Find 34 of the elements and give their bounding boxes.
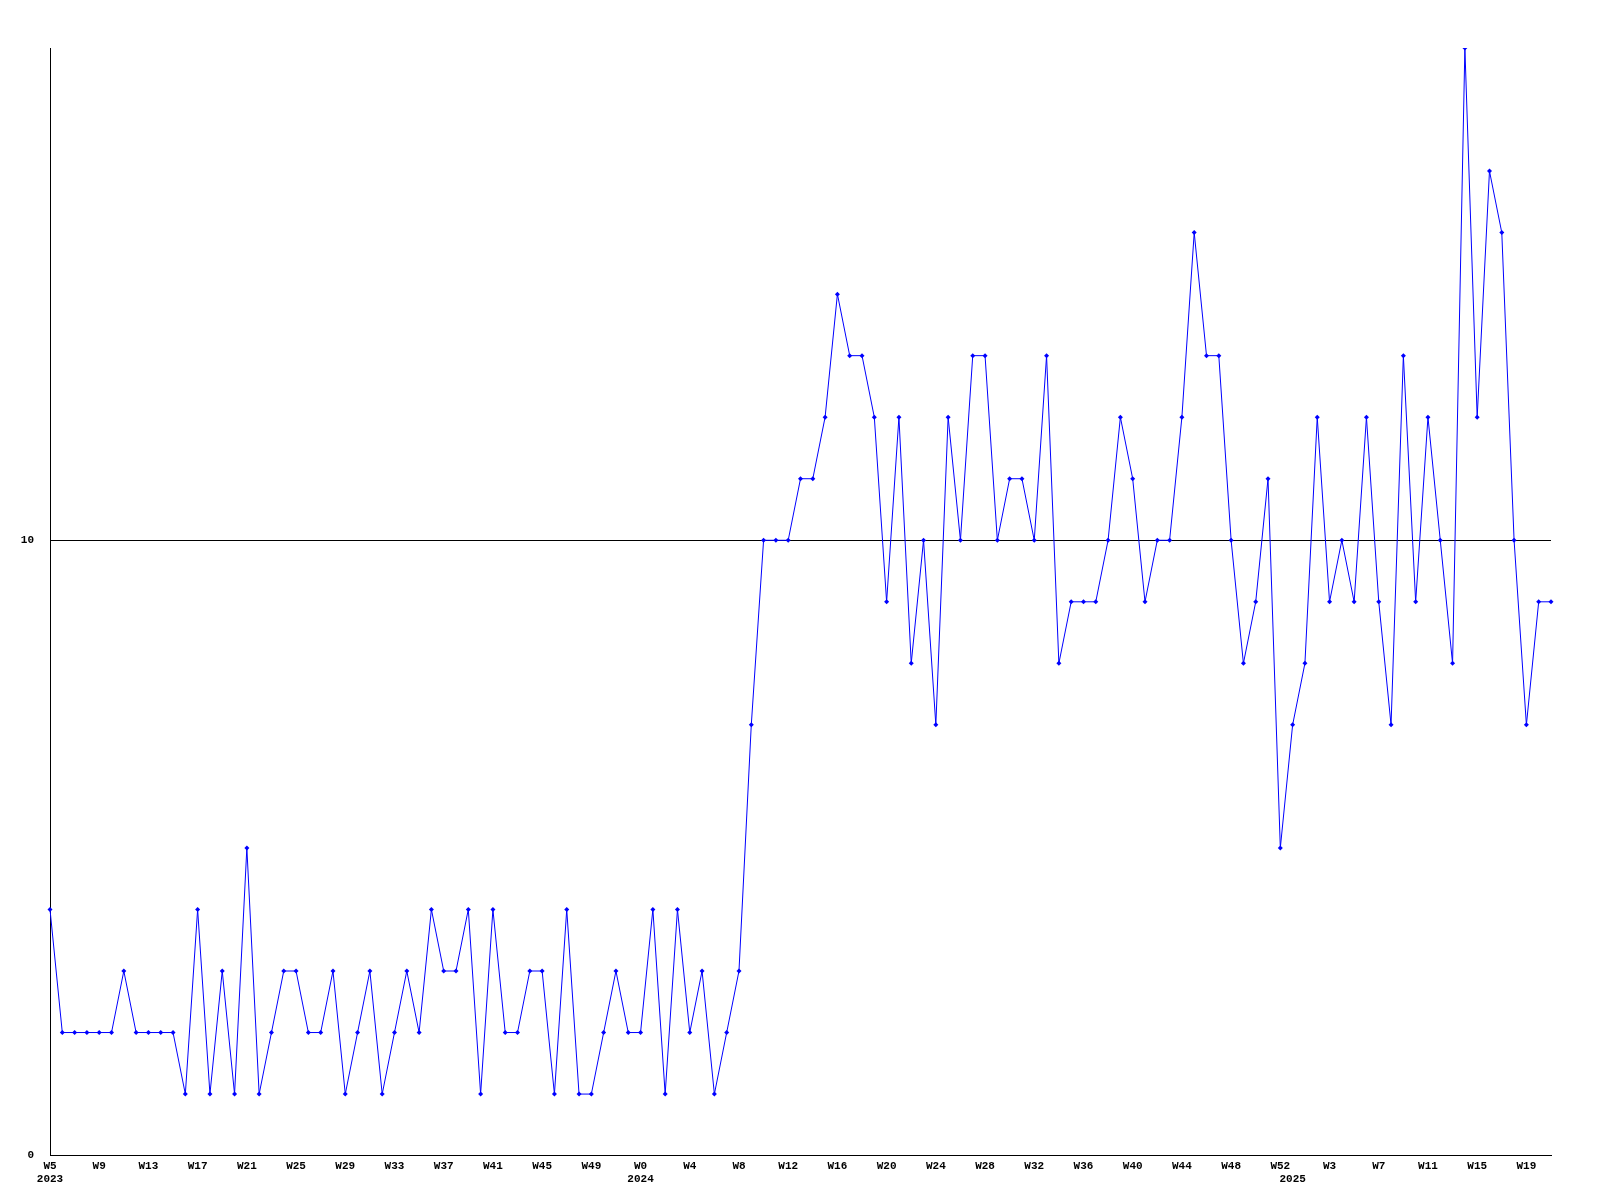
x-tick-label: W0 2024 <box>627 1159 655 1186</box>
x-tick-label: 2025 <box>1279 1173 1307 1186</box>
x-tick-label: W28 <box>975 1159 996 1172</box>
x-tick-label: W45 <box>532 1159 553 1172</box>
x-tick-label: W21 <box>236 1159 258 1172</box>
x-tick-label: W20 <box>876 1159 897 1172</box>
x-tick-label: W52 <box>1270 1159 1291 1172</box>
x-tick-label: W49 <box>581 1159 602 1172</box>
x-tick-label: W16 <box>827 1159 848 1172</box>
x-tick-label: W3 <box>1322 1159 1337 1172</box>
x-tick-label: W33 <box>384 1159 405 1172</box>
x-tick-label: W48 <box>1221 1159 1242 1172</box>
y-tick-label: 10 <box>20 534 34 547</box>
x-tick-label: W4 <box>683 1159 697 1172</box>
x-tick-label: W32 <box>1024 1159 1045 1172</box>
x-tick-label: W15 <box>1467 1159 1488 1172</box>
x-tick-label: W29 <box>335 1159 356 1172</box>
x-tick-label: W19 <box>1516 1159 1537 1172</box>
x-tick-label: W37 <box>433 1159 454 1172</box>
y-tick-label: 0 <box>27 1149 34 1162</box>
x-tick-label: W8 <box>732 1159 746 1172</box>
x-tick-label: W5 2023 <box>36 1159 64 1186</box>
x-tick-label: W40 <box>1122 1159 1143 1172</box>
x-tick-label: W13 <box>138 1159 159 1172</box>
x-tick-label: W24 <box>925 1159 947 1172</box>
x-tick-label: W7 <box>1372 1159 1386 1172</box>
x-tick-label: W41 <box>483 1159 504 1172</box>
x-tick-label: W25 <box>286 1159 307 1172</box>
x-tick-label: W44 <box>1172 1159 1193 1172</box>
x-tick-label: W12 <box>778 1159 799 1172</box>
x-tick-label: W17 <box>187 1159 208 1172</box>
x-tick-label: W36 <box>1073 1159 1094 1172</box>
x-tick-label: W9 <box>92 1159 106 1172</box>
x-tick-label: W11 <box>1418 1159 1439 1172</box>
